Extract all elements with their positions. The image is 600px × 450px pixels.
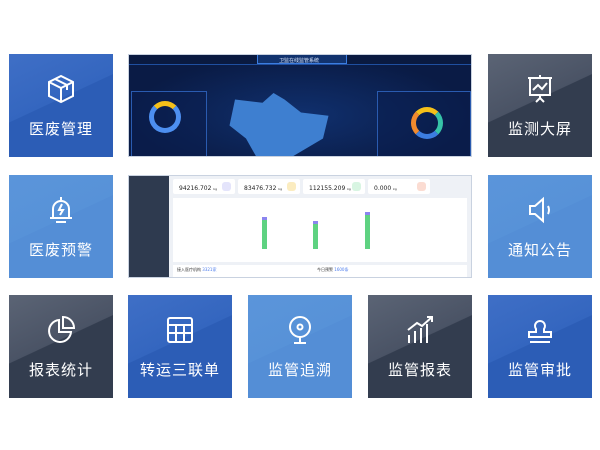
tile-label: 医废管理 bbox=[28, 120, 93, 138]
alarm-bell-icon bbox=[50, 197, 72, 223]
presentation-chart-icon bbox=[528, 75, 552, 103]
package-box-icon bbox=[48, 74, 74, 104]
bar bbox=[262, 217, 267, 249]
orgs-label: 接入医疗机构 3321家 bbox=[177, 267, 217, 272]
donut-chart bbox=[411, 107, 443, 139]
tile-waste-warning[interactable]: 医废预警 bbox=[9, 175, 113, 278]
bar bbox=[313, 221, 318, 249]
tile-transfer-manifest[interactable]: 转运三联单 bbox=[128, 295, 232, 398]
tile-label: 监管追溯 bbox=[267, 361, 332, 379]
tile-label: 监管报表 bbox=[387, 361, 452, 379]
admin-dashboard-preview[interactable]: 94216.702 kg 83476.732 kg 112155.209 kg … bbox=[128, 175, 472, 278]
table-grid-icon bbox=[167, 317, 193, 343]
tile-label: 监管审批 bbox=[507, 361, 572, 379]
bottom-panel bbox=[173, 265, 467, 277]
preview-title: 卫监在线监管系统 bbox=[279, 58, 320, 64]
map-region bbox=[229, 93, 329, 156]
chart-panel bbox=[173, 198, 467, 262]
tile-label: 医废预警 bbox=[28, 241, 93, 259]
preview-title-box bbox=[257, 55, 347, 64]
tile-label: 监测大屏 bbox=[507, 120, 572, 138]
tile-supervision-approval[interactable]: 监管审批 bbox=[488, 295, 592, 398]
donut-chart bbox=[149, 101, 181, 133]
stat-card: 0.000 kg bbox=[368, 179, 430, 194]
tile-monitor-screen[interactable]: 监测大屏 bbox=[488, 54, 592, 157]
tile-label: 转运三联单 bbox=[139, 361, 220, 379]
tile-medical-waste-management[interactable]: 医废管理 bbox=[9, 54, 113, 157]
stat-card: 112155.209 kg bbox=[303, 179, 365, 194]
bar-trend-icon bbox=[407, 316, 433, 343]
tile-label: 通知公告 bbox=[507, 241, 572, 259]
tile-notice[interactable]: 通知公告 bbox=[488, 175, 592, 278]
bar bbox=[365, 212, 370, 249]
stat-card: 83476.732 kg bbox=[238, 179, 300, 194]
tile-supervision-report[interactable]: 监管报表 bbox=[368, 295, 472, 398]
stat-card: 94216.702 kg bbox=[173, 179, 235, 194]
pie-chart-icon bbox=[48, 315, 76, 343]
warn-label: 今日预警 1600条 bbox=[317, 267, 349, 272]
tile-label: 报表统计 bbox=[28, 361, 93, 379]
webcam-icon bbox=[289, 316, 311, 344]
speaker-icon bbox=[529, 196, 550, 224]
monitor-screen-preview[interactable]: 卫监在线监管系统 bbox=[128, 54, 472, 157]
tile-report-statistics[interactable]: 报表统计 bbox=[9, 295, 113, 398]
preview-sidebar bbox=[129, 176, 169, 277]
stamp-icon bbox=[528, 320, 552, 343]
tile-supervision-trace[interactable]: 监管追溯 bbox=[248, 295, 352, 398]
